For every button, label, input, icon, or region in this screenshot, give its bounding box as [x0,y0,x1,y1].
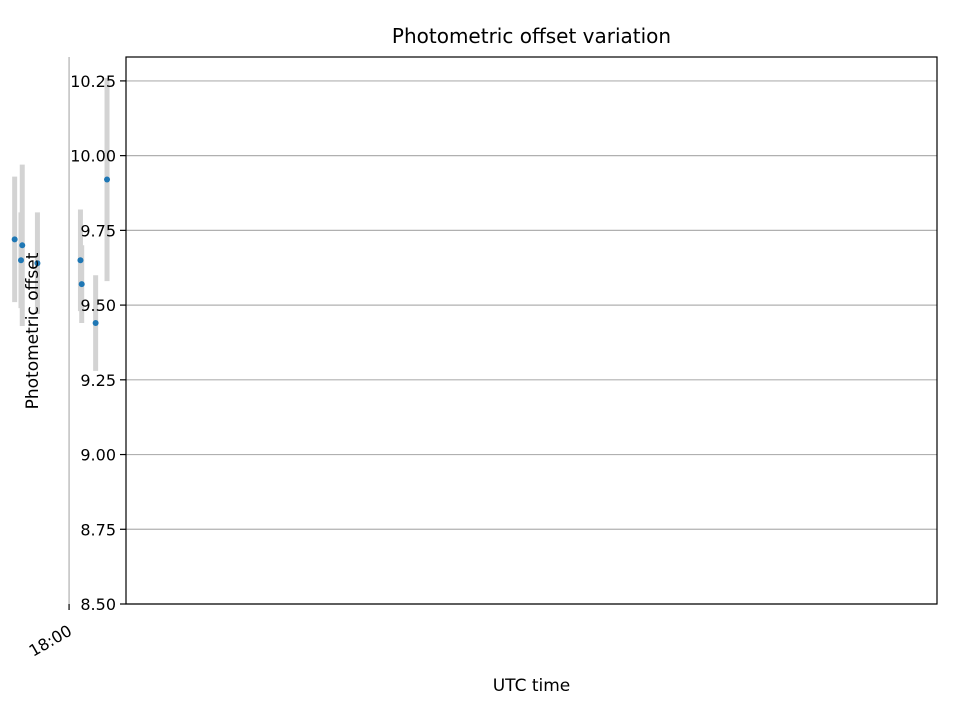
data-point [92,320,99,327]
plot-frame [125,56,938,605]
x-axis-label: UTC time [493,676,571,696]
data-point [34,260,41,267]
y-tick-label: 9.00 [80,446,116,465]
data-point [78,281,85,288]
y-tick-label: 10.00 [70,147,116,166]
y-tick-label: 8.75 [80,520,116,539]
data-point [19,242,26,249]
y-tick-label: 9.50 [80,296,116,315]
x-tick-label: 18:00 [26,621,75,661]
data-point [11,236,18,243]
y-axis-label: Photometric offset [23,252,43,409]
chart-title: Photometric offset variation [392,24,671,48]
data-points [11,176,111,327]
y-tick-label: 10.25 [70,72,116,91]
grid-lines [68,57,937,605]
x-axis: 18:0020:0022:0000:0002:0004:00 [26,604,75,661]
y-axis: 8.50 8.75 9.00 9.25 9.50 9.75 10.00 10.25 [70,72,126,614]
y-tick-label: 9.75 [80,221,116,240]
y-tick-label: 8.50 [80,595,116,614]
data-point [104,176,111,183]
y-tick-label: 9.25 [80,371,116,390]
data-point [17,257,24,264]
data-point [77,257,84,264]
